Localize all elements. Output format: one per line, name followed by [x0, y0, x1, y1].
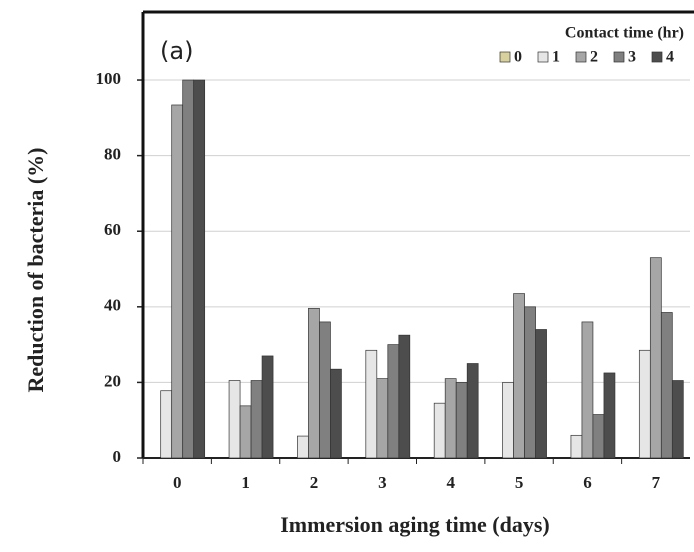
bar — [228, 380, 241, 459]
bar — [160, 390, 173, 459]
x-tick-label: 4 — [446, 473, 455, 492]
bar — [182, 79, 195, 459]
x-tick-label: 5 — [515, 473, 524, 492]
legend-swatch — [613, 51, 625, 63]
bar — [365, 349, 378, 459]
x-tick-label: 0 — [173, 473, 182, 492]
bar — [308, 307, 320, 459]
y-axis-label: Reduction of bacteria (%) — [23, 147, 48, 392]
y-tick-label: 80 — [104, 145, 121, 164]
legend-label: 2 — [590, 49, 598, 66]
x-tick-label: 3 — [378, 473, 387, 492]
bar — [239, 405, 252, 459]
bar — [671, 380, 684, 459]
y-tick-label: 100 — [96, 69, 122, 88]
bar — [524, 306, 536, 459]
legend-swatch — [651, 51, 663, 63]
bar — [387, 344, 400, 459]
x-tick-label: 7 — [652, 473, 661, 492]
legend-label: 3 — [628, 49, 636, 66]
bar — [502, 382, 514, 459]
y-tick-label: 60 — [104, 220, 121, 239]
y-tick-label: 40 — [104, 296, 121, 315]
bar — [638, 349, 651, 459]
legend-swatch — [575, 51, 587, 63]
bar — [455, 382, 468, 459]
legend-label: 0 — [514, 49, 522, 66]
bar — [330, 368, 342, 459]
bar — [193, 79, 206, 459]
bar — [319, 321, 331, 459]
bar — [398, 334, 411, 459]
legend-title: Contact time (hr) — [565, 25, 684, 42]
x-tick-label: 2 — [310, 473, 319, 492]
bar — [250, 380, 263, 459]
bar — [513, 293, 525, 459]
y-tick-label: 20 — [104, 371, 121, 390]
x-axis-label: Immersion aging time (days) — [280, 512, 549, 537]
bar — [603, 372, 616, 459]
legend-label: 4 — [666, 49, 674, 66]
bar — [660, 312, 673, 459]
legend-swatch — [499, 51, 511, 63]
legend-label: 1 — [552, 49, 560, 66]
bar — [570, 434, 583, 459]
y-tick-label: 0 — [113, 447, 122, 466]
bar — [649, 257, 662, 459]
bar — [535, 329, 547, 459]
bar — [433, 402, 446, 459]
bar — [581, 321, 594, 459]
bar — [444, 378, 457, 459]
legend-swatch — [537, 51, 549, 63]
x-tick-label: 1 — [241, 473, 250, 492]
bar — [297, 435, 309, 459]
x-tick-label: 6 — [583, 473, 592, 492]
bar — [592, 414, 605, 459]
bar — [171, 104, 184, 459]
annotation: (a) — [160, 37, 193, 65]
bar — [466, 363, 479, 459]
bar — [376, 378, 389, 459]
bar — [261, 355, 274, 459]
